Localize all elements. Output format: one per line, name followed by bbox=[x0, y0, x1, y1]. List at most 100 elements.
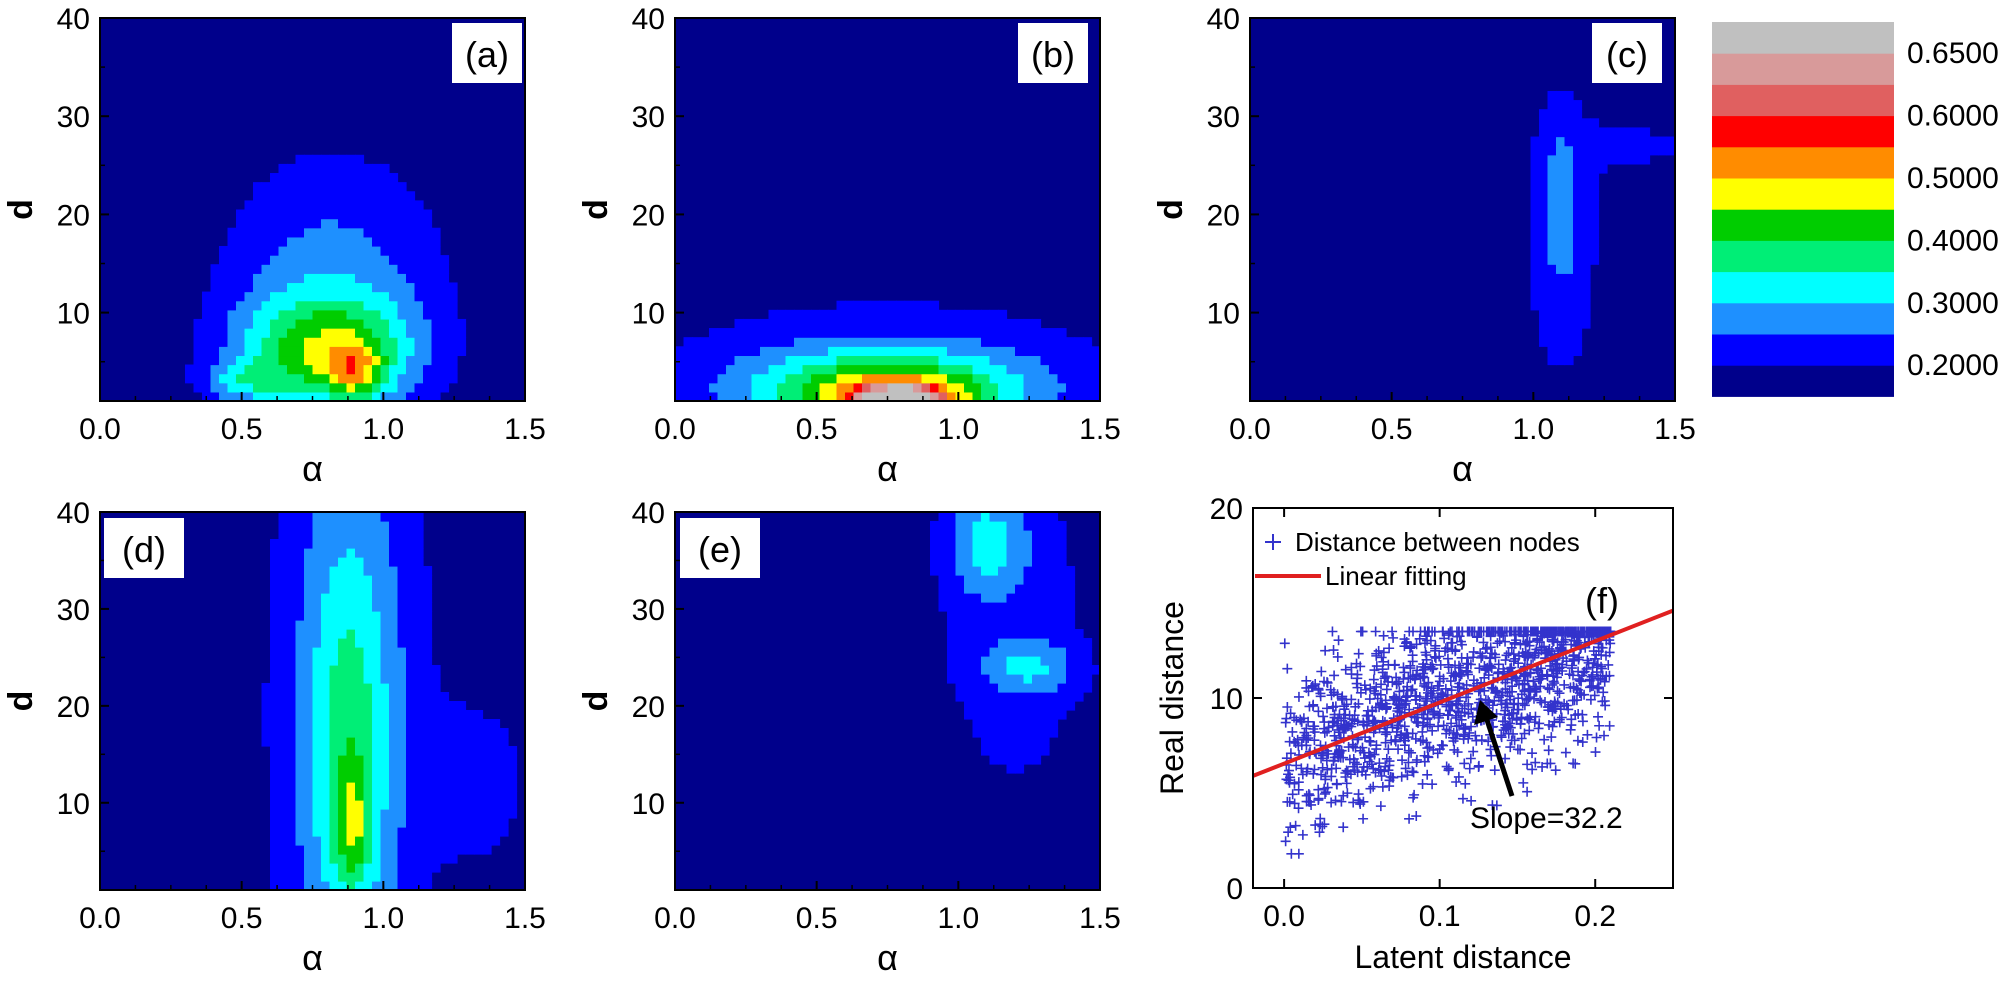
heatmap-cell bbox=[1015, 692, 1025, 702]
heatmap-cell bbox=[1015, 647, 1025, 657]
heatmap-cell bbox=[1015, 728, 1025, 738]
heatmap-cell bbox=[278, 337, 288, 347]
heatmap-cell bbox=[295, 355, 305, 366]
heatmap-cell bbox=[709, 337, 719, 347]
heatmap-cell bbox=[253, 227, 263, 238]
heatmap-cell bbox=[1598, 154, 1608, 165]
heatmap-cell bbox=[321, 512, 331, 522]
heatmap-cell bbox=[913, 328, 923, 338]
scatter-point bbox=[1582, 655, 1593, 666]
heatmap-cell bbox=[1006, 656, 1016, 666]
heatmap-cell bbox=[406, 755, 416, 765]
heatmap-cell bbox=[1530, 291, 1540, 302]
heatmap-cell bbox=[261, 373, 271, 384]
heatmap-cell bbox=[338, 264, 348, 274]
heatmap-cell bbox=[346, 337, 356, 347]
heatmap-cell bbox=[397, 863, 407, 873]
heatmap-cell bbox=[743, 355, 753, 366]
heatmap-cell bbox=[1547, 90, 1557, 101]
heatmap-cell bbox=[270, 854, 280, 864]
panel-tag: (f) bbox=[1585, 580, 1619, 621]
heatmap-cell bbox=[389, 337, 399, 347]
heatmap-cell bbox=[675, 391, 685, 401]
heatmap-cell bbox=[329, 584, 339, 594]
heatmap-cell bbox=[1049, 557, 1059, 567]
heatmap-cell bbox=[261, 227, 271, 238]
heatmap-cell bbox=[955, 665, 965, 675]
y-axis-label: d bbox=[1152, 199, 1190, 220]
scatter-point bbox=[1464, 727, 1475, 738]
scatter-point bbox=[1596, 642, 1607, 653]
heatmap-cell bbox=[380, 512, 390, 522]
heatmap-cell bbox=[1556, 255, 1566, 265]
heatmap-cell bbox=[491, 737, 501, 747]
heatmap-cell bbox=[278, 318, 288, 329]
heatmap-cell bbox=[185, 373, 195, 384]
heatmap-cell bbox=[1556, 227, 1566, 238]
heatmap-cell bbox=[1573, 191, 1583, 201]
heatmap-cell bbox=[1049, 328, 1059, 338]
y-tick-label: 40 bbox=[632, 497, 665, 530]
heatmap-cell bbox=[380, 710, 390, 720]
heatmap-cell bbox=[346, 521, 356, 531]
heatmap-cell bbox=[278, 755, 288, 765]
heatmap-cell bbox=[329, 264, 339, 274]
scatter-point bbox=[1429, 651, 1440, 662]
heatmap-cell bbox=[913, 300, 923, 311]
heatmap-cell bbox=[1023, 530, 1033, 540]
heatmap-cell bbox=[227, 227, 237, 238]
heatmap-cell bbox=[1015, 719, 1025, 729]
heatmap-cell bbox=[972, 539, 982, 549]
heatmap-cell bbox=[355, 692, 365, 702]
heatmap-cell bbox=[329, 836, 339, 846]
heatmap-cell bbox=[938, 557, 948, 567]
heatmap-cell bbox=[1032, 364, 1042, 375]
heatmap-cell bbox=[440, 692, 450, 702]
heatmap-cell bbox=[1015, 674, 1025, 684]
heatmap-cell bbox=[423, 337, 433, 347]
heatmap-cell bbox=[397, 530, 407, 540]
scatter-point bbox=[1542, 758, 1553, 769]
heatmap-cell bbox=[440, 346, 450, 357]
heatmap-cell bbox=[346, 683, 356, 693]
heatmap-cell bbox=[431, 373, 441, 384]
heatmap-cell bbox=[414, 282, 424, 293]
scatter-point bbox=[1427, 725, 1438, 736]
heatmap-cell bbox=[329, 245, 339, 256]
heatmap-cell bbox=[312, 154, 322, 165]
scatter-point bbox=[1506, 735, 1517, 746]
heatmap-cell bbox=[363, 764, 373, 774]
heatmap-cell bbox=[1564, 337, 1574, 347]
heatmap-cell bbox=[406, 245, 416, 256]
heatmap-cell bbox=[1023, 629, 1033, 639]
heatmap-cell bbox=[717, 328, 727, 338]
scatter-point bbox=[1460, 778, 1471, 789]
heatmap-cell bbox=[1032, 665, 1042, 675]
heatmap-cell bbox=[1539, 328, 1549, 338]
heatmap-cell bbox=[278, 512, 288, 522]
heatmap-cell bbox=[329, 638, 339, 648]
heatmap-cell bbox=[828, 364, 838, 375]
heatmap-cell bbox=[1032, 602, 1042, 612]
scatter-point bbox=[1353, 648, 1364, 659]
scatter-point bbox=[1348, 797, 1359, 808]
heatmap-cell bbox=[406, 282, 416, 293]
heatmap-cell bbox=[329, 173, 339, 183]
heatmap-cell bbox=[887, 364, 897, 375]
heatmap-cell bbox=[955, 620, 965, 630]
heatmap-cell bbox=[414, 782, 424, 792]
heatmap-cell bbox=[355, 602, 365, 612]
scatter-point bbox=[1289, 736, 1300, 747]
heatmap-cell bbox=[1074, 629, 1084, 639]
heatmap-cell bbox=[253, 346, 263, 357]
scatter-point bbox=[1530, 757, 1541, 768]
heatmap-cell bbox=[802, 328, 812, 338]
heatmap-cell bbox=[389, 309, 399, 320]
scatter-point bbox=[1332, 651, 1343, 662]
heatmap-cell bbox=[768, 364, 778, 375]
heatmap-cell bbox=[465, 800, 475, 810]
scatter-point bbox=[1422, 751, 1433, 762]
heatmap-cell bbox=[270, 593, 280, 603]
scatter-point bbox=[1349, 765, 1360, 776]
